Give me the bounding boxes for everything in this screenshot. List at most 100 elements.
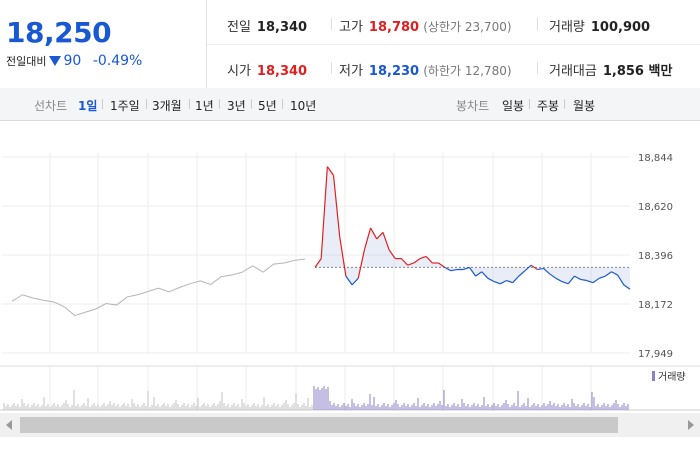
today-line-segment [506,279,513,284]
chart-period-tabs: 선차트 1일 1주일 3개월 1년 3년 5년 10년 봉차트 일봉 주봉 월봉 [0,88,700,121]
stat-separator [537,18,538,30]
today-line-segment [481,271,489,279]
scrollbar-thumb[interactable] [20,417,618,433]
today-line-segment [530,264,538,271]
today-line-segment [586,279,594,284]
price-chart: 18,844 18,620 18,396 18,172 17,949 거래량 [0,153,700,411]
today-line-segment [351,277,359,286]
stat-label: 거래대금 [549,64,597,79]
today-line-segment [357,249,365,279]
today-line-segment [339,236,347,277]
stats-divider [207,44,700,45]
today-line-segment [574,275,581,280]
lower-limit: (하한가 12,780) [423,64,512,78]
stat-value: 100,900 [590,20,651,35]
tab-1-year[interactable]: 1년 [195,99,214,113]
tab-divider [564,99,565,109]
today-line-segment [388,249,396,259]
y-tick-label: 18,172 [638,300,673,311]
y-tick-label: 17,949 [638,349,673,360]
today-line-segment [555,277,563,283]
today-line-segment [407,262,415,266]
y-tick-label: 18,396 [638,251,673,262]
down-triangle-icon [49,56,62,66]
today-line-segment [376,231,384,240]
today-line-segment [598,275,606,279]
stat-low: 저가 18,230 (하한가 12,780) [339,60,512,79]
today-line-segment [592,277,600,284]
today-line-segment [438,262,446,268]
stat-label: 전일 [227,20,251,35]
today-line-segment [623,284,631,290]
stat-label: 고가 [339,20,363,35]
quote-stats: 전일 18,340 고가 18,780 (상한가 23,700) 거래량 100,90… [207,0,700,88]
scroll-right-icon[interactable] [688,420,694,430]
today-line-segment [463,266,470,271]
stat-value: 18,340 [256,20,308,35]
chart-scrollbar[interactable] [0,413,700,437]
tab-divider [529,99,530,109]
today-series [314,166,631,290]
today-line-segment [518,270,526,277]
today-line-segment [314,258,322,268]
stat-label: 저가 [339,64,363,79]
stat-volume: 거래량 100,900 [549,16,650,35]
tab-5-years[interactable]: 5년 [258,99,277,113]
today-line-segment [561,281,569,285]
y-axis-ticks: 18,844 18,620 18,396 18,172 17,949 [638,153,673,360]
volume-legend: 거래량 [652,371,686,383]
today-line-segment [500,279,507,285]
current-price: 18,250 [6,16,112,49]
candle-chart-label: 봉차트 [456,99,490,113]
line-chart-label: 선차트 [34,99,68,113]
today-line-segment [468,267,477,277]
tab-divider [146,99,147,109]
change-amount: 90 [63,53,82,69]
y-tick-label: 18,620 [638,202,673,213]
stat-separator [537,62,538,74]
tab-weekly-candle[interactable]: 주봉 [537,99,560,113]
tab-divider [219,99,220,109]
today-line-segment [512,275,520,284]
tab-3-years[interactable]: 3년 [227,99,246,113]
price-change: 전일대비 90 -0.49% [6,53,142,69]
today-line-segment [419,255,427,260]
tab-1-week[interactable]: 1주일 [110,99,140,113]
stat-value: 1,856 백만 [602,64,673,79]
tab-divider [251,99,252,109]
previous-day-series [11,258,306,317]
tab-divider [189,99,190,109]
today-shaded-area [315,166,630,290]
price-summary: 18,250 전일대비 90 -0.49% [0,0,207,88]
today-line-segment [425,256,433,264]
today-line-segment [567,275,575,285]
today-line-segment [611,271,618,276]
today-line-segment [382,232,390,251]
tab-monthly-candle[interactable]: 월봉 [573,99,596,113]
compare-label: 전일대비 [6,55,47,68]
today-line-segment [580,278,587,282]
tab-divider [282,99,283,109]
today-line-segment [401,258,409,266]
tab-divider [102,99,103,109]
today-line-segment [345,275,353,286]
stat-high: 고가 18,780 (상한가 23,700) [339,16,512,35]
stat-value: 18,230 [368,64,420,79]
stat-separator [331,18,332,30]
today-line-segment [543,268,551,275]
today-line-segment [537,267,544,271]
stat-open: 시가 18,340 [227,60,307,79]
tab-daily-candle[interactable]: 일봉 [502,99,525,113]
today-line-segment [444,266,452,272]
today-line-segment [363,227,372,251]
today-line-segment [475,271,483,277]
tab-10-years[interactable]: 10년 [290,99,317,113]
today-line-segment [413,258,421,264]
stat-prev-close: 전일 18,340 [227,16,307,35]
today-line-segment [493,281,501,285]
today-line-segment [450,268,458,272]
scroll-left-icon[interactable] [6,420,12,430]
tab-1-day[interactable]: 1일 [78,99,98,113]
tab-3-months[interactable]: 3개월 [152,99,182,113]
volume-bars [3,386,629,410]
